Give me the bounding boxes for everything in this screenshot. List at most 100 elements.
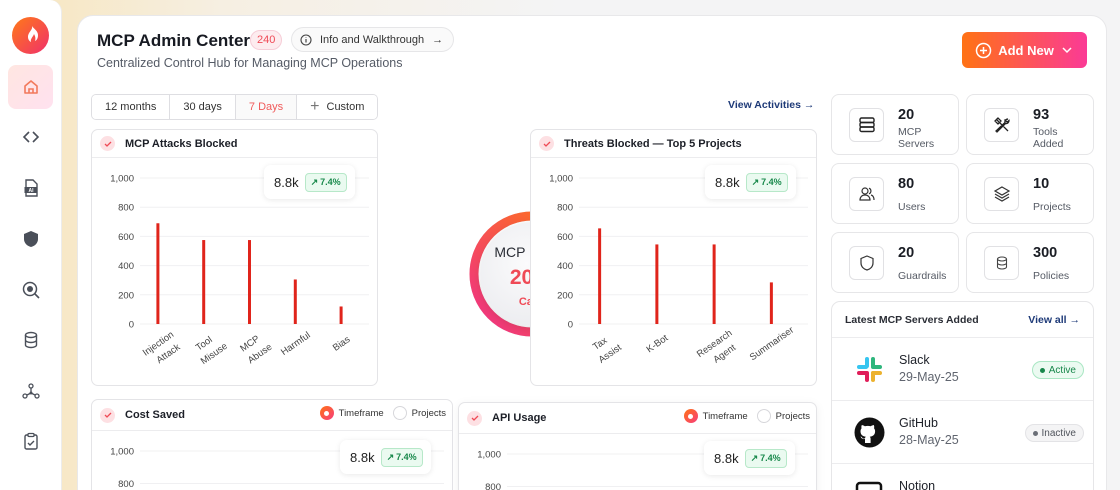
bar[interactable] — [156, 223, 160, 324]
stat-value: 300 — [1033, 245, 1058, 261]
svg-text:AI: AI — [28, 188, 34, 194]
bar[interactable] — [293, 279, 297, 324]
add-new-button[interactable]: Add New — [962, 32, 1087, 68]
sidebar-item-ai-files[interactable]: AI — [8, 166, 53, 210]
kpi-box: 8.8k ↗ 7.4% — [340, 440, 431, 474]
api-usage-card: API Usage Timeframe Projects 1,000 800 8.… — [458, 402, 817, 490]
y-tick-label: 800 — [118, 479, 134, 490]
bar[interactable] — [712, 244, 716, 324]
sidebar-item-code[interactable] — [8, 115, 53, 159]
stat-value: 20 — [898, 245, 915, 261]
sidebar-item-scan[interactable] — [8, 268, 53, 312]
stat-label: Tools — [1033, 126, 1058, 138]
stat-guardrails[interactable]: 20 Guardrails — [831, 232, 959, 293]
view-toggle: Timeframe Projects — [683, 409, 810, 423]
kpi-value: 8.8k — [715, 174, 740, 190]
trend-up-icon: ↗ — [310, 176, 319, 187]
clipboard-check-icon — [23, 432, 38, 450]
view-all-link[interactable]: View all → — [1028, 313, 1080, 326]
y-tick-label: 600 — [557, 232, 573, 243]
server-row-github[interactable]: GitHub 28-May-25 Inactive — [832, 401, 1093, 464]
x-tick-label: Summariser — [748, 325, 796, 363]
check-icon — [100, 136, 115, 151]
network-icon — [21, 383, 40, 399]
timeframe-custom[interactable]: + Custom — [297, 95, 378, 119]
radio-timeframe[interactable] — [683, 409, 698, 423]
app-logo[interactable] — [12, 17, 49, 54]
kpi-change: 7.4% — [320, 177, 341, 187]
card-title: API Usage — [492, 412, 547, 424]
kpi-value: 8.8k — [274, 174, 299, 190]
stat-tools-added[interactable]: 93 Tools Added — [966, 94, 1094, 155]
y-tick-label: 800 — [557, 203, 573, 214]
threats-blocked-card: Threats Blocked — Top 5 Projects 1,000 80… — [530, 129, 817, 386]
info-walkthrough-button[interactable]: Info and Walkthrough → — [291, 27, 455, 52]
status-label: Active — [1048, 364, 1076, 376]
server-name: Notion — [899, 479, 936, 490]
view-activities-link[interactable]: View Activities → — [728, 99, 815, 111]
stat-policies[interactable]: 300 Policies — [966, 232, 1094, 293]
bar[interactable] — [769, 282, 773, 324]
database-icon — [24, 331, 37, 349]
stat-value: 93 — [1033, 107, 1050, 123]
sidebar-item-tasks[interactable] — [8, 419, 53, 463]
sidebar-item-data[interactable] — [8, 318, 53, 362]
radio-projects[interactable] — [392, 406, 407, 420]
bar[interactable] — [339, 306, 343, 324]
timeframe-label: 12 months — [105, 101, 157, 113]
shield-outline-icon — [859, 255, 874, 271]
bar[interactable] — [655, 244, 659, 324]
kpi-value: 8.8k — [350, 449, 375, 465]
y-tick-label: 1,000 — [110, 174, 134, 185]
kpi-change-badge: ↗ 7.4% — [744, 448, 787, 468]
trend-up-icon: ↗ — [386, 451, 395, 462]
sidebar-item-security[interactable] — [8, 217, 53, 261]
radio-projects[interactable] — [756, 409, 771, 423]
count-badge: 240 — [250, 30, 283, 50]
sidebar-item-network[interactable] — [8, 369, 53, 413]
check-icon — [100, 407, 115, 423]
plus-circle-icon — [975, 42, 992, 58]
stat-mcp-servers[interactable]: 20 MCP Servers — [831, 94, 959, 155]
sidebar-item-home[interactable] — [8, 65, 53, 109]
stat-label: Guardrails — [898, 270, 947, 282]
stat-value: 10 — [1033, 176, 1050, 192]
main-panel: MCP Admin Center 240 Info and Walkthroug… — [77, 15, 1107, 490]
stat-projects[interactable]: 10 Projects — [966, 163, 1094, 224]
kpi-change: 7.4% — [761, 177, 782, 187]
bar[interactable] — [598, 228, 602, 324]
stat-users[interactable]: 80 Users — [831, 163, 959, 224]
timeframe-30-days[interactable]: 30 days — [170, 95, 236, 119]
page-subtitle: Centralized Control Hub for Managing MCP… — [97, 56, 403, 70]
cost-saved-card: Cost Saved Timeframe Projects 1,000 800 8… — [91, 399, 453, 490]
tools-icon — [993, 117, 1010, 133]
timeframe-7-days[interactable]: 7 Days — [235, 95, 298, 119]
mcp-attacks-blocked-card: MCP Attacks Blocked 1,000 800 600 400 200 0 In… — [91, 129, 378, 386]
status-badge: Inactive — [1024, 424, 1084, 442]
y-tick-label: 800 — [485, 482, 501, 490]
server-date: 28-May-25 — [899, 433, 959, 447]
code-icon — [22, 131, 39, 143]
radio-label: Projects — [775, 410, 810, 422]
radio-label: Timeframe — [702, 410, 748, 422]
bar[interactable] — [202, 240, 206, 324]
card-title: Cost Saved — [125, 409, 185, 421]
bar[interactable] — [248, 240, 251, 324]
server-icon — [858, 117, 875, 133]
server-row-notion[interactable]: Notion — [832, 464, 1093, 490]
server-name: Slack — [899, 353, 930, 367]
y-tick-label: 800 — [118, 203, 134, 214]
layers-icon — [993, 186, 1010, 202]
stat-label: MCP — [898, 126, 922, 138]
check-icon — [539, 136, 554, 151]
info-walkthrough-label: Info and Walkthrough — [320, 33, 425, 46]
trend-up-icon: ↗ — [750, 452, 759, 463]
timeframe-label: 7 Days — [248, 101, 284, 113]
y-tick-label: 600 — [118, 232, 134, 243]
server-name: GitHub — [899, 416, 938, 430]
kpi-change-badge: ↗ 7.4% — [304, 172, 347, 192]
timeframe-12-months[interactable]: 12 months — [92, 95, 171, 119]
radio-timeframe[interactable] — [319, 406, 334, 420]
server-row-slack[interactable]: Slack 29-May-25 Active — [832, 338, 1093, 401]
radio-label: Timeframe — [338, 407, 384, 419]
